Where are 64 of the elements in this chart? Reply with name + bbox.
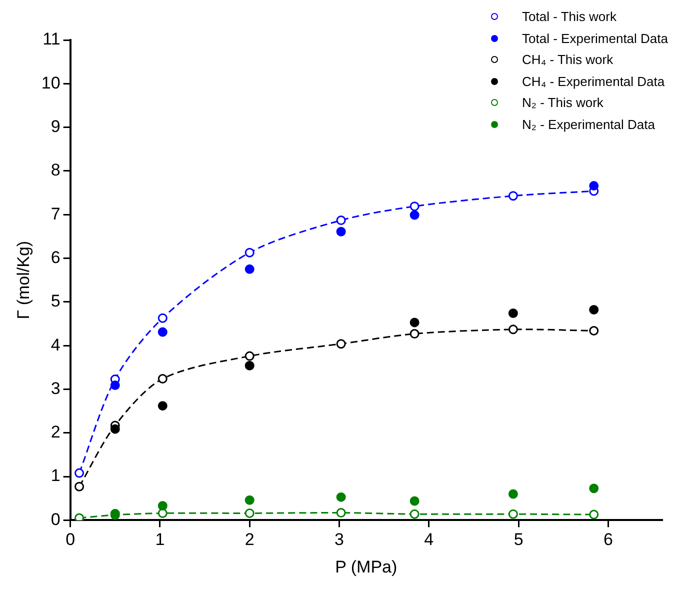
point — [244, 351, 254, 361]
point — [110, 380, 120, 390]
y-tick-label: 11 — [42, 30, 60, 49]
point — [244, 264, 254, 274]
point — [508, 324, 518, 334]
y-axis-title: Γ (mol/Kg) — [14, 240, 33, 320]
point — [336, 492, 346, 502]
point — [508, 191, 518, 201]
point — [410, 509, 420, 519]
x-tick-label: 6 — [603, 530, 613, 550]
point — [589, 510, 599, 520]
y-tick-label: 3 — [50, 378, 60, 398]
point — [336, 508, 346, 518]
point — [74, 468, 84, 478]
y-tick-label: 6 — [50, 248, 60, 267]
y-tick-label: 2 — [50, 422, 60, 442]
x-tick-label: 2 — [244, 530, 254, 550]
point — [244, 495, 254, 505]
point — [158, 401, 168, 411]
point — [74, 513, 84, 520]
point — [508, 489, 518, 499]
y-tick-label: 1 — [50, 466, 60, 486]
point — [336, 339, 346, 349]
y-tick-label: 10 — [41, 73, 60, 92]
point — [410, 496, 420, 506]
y-tick-label: 5 — [50, 292, 60, 311]
legend-label: CH₄ - Experimental Data — [522, 74, 665, 89]
legend-label: N₂ - Experimental Data — [522, 116, 655, 132]
y-tick-label: 0 — [50, 510, 60, 529]
point — [244, 508, 254, 518]
legend-label: CH₄ - This work — [522, 52, 614, 68]
y-tick-label: 4 — [50, 335, 60, 354]
legend-label: Total - This work — [522, 9, 616, 24]
point — [410, 329, 420, 339]
x-tick-label: 4 — [424, 530, 434, 550]
x-axis-title: P (MPa) — [335, 557, 398, 576]
x-tick-label: 1 — [155, 530, 165, 550]
point — [410, 202, 420, 212]
point — [410, 318, 420, 328]
point — [589, 484, 599, 494]
point — [74, 482, 84, 492]
point — [336, 226, 346, 236]
x-tick-label: 5 — [514, 530, 524, 550]
point — [508, 308, 518, 318]
y-tick-label: 9 — [50, 116, 60, 136]
point — [244, 360, 254, 370]
x-tick-label: 0 — [66, 530, 76, 550]
point — [589, 326, 599, 336]
point — [508, 509, 518, 519]
point — [410, 210, 420, 220]
point — [336, 216, 346, 226]
x-tick-label: 3 — [334, 530, 344, 550]
point — [158, 501, 168, 511]
point — [589, 181, 599, 191]
point — [158, 374, 168, 384]
point — [244, 248, 254, 258]
legend-label: N₂ - This work — [522, 95, 604, 110]
point — [158, 313, 168, 323]
y-tick-label: 8 — [50, 160, 60, 180]
y-tick-label: 7 — [50, 204, 60, 224]
point — [158, 327, 168, 337]
legend-label: Total - Experimental Data — [522, 30, 668, 46]
point — [110, 424, 120, 434]
point — [589, 305, 599, 315]
